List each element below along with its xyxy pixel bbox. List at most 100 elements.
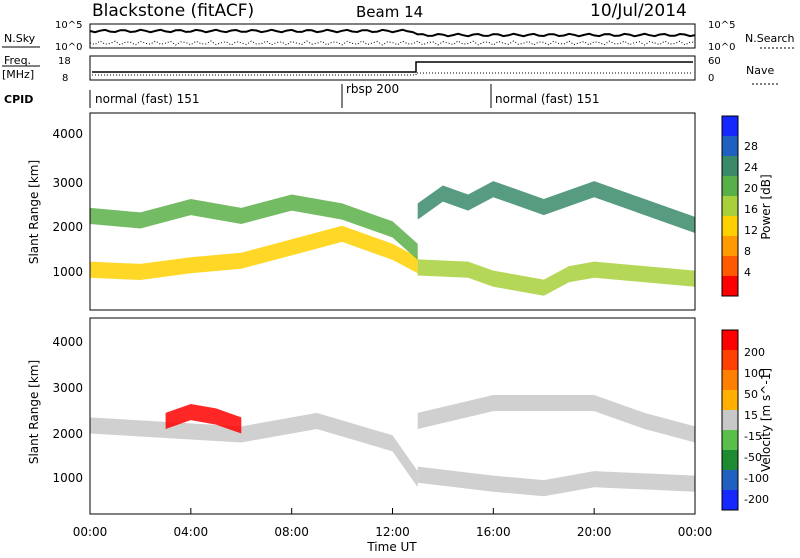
nave-tick-top: 60 [708,56,721,67]
power-colorbar: 28 24 20 16 12 8 4 Power [dB] [721,115,773,297]
velocity-cbar-tick-50: 50 [744,388,758,401]
power-colorbar-frame [721,115,739,297]
power-swatch-8 [722,276,738,297]
velocity-swatch-0 [722,330,738,351]
velocity-cbar-tick-15: 15 [744,409,758,422]
frequency-panel-frame [89,55,696,81]
beam-title: Beam 14 [356,3,423,21]
velocity-band-0 [90,412,418,488]
station-title: Blackstone (fitACF) [92,1,254,21]
power-ytick-2000: 2000 [52,220,83,234]
velocity-cbar-tick-neg100: -100 [744,472,769,485]
noise-sky-series [89,28,696,38]
frequency-tick-bottom: 8 [62,73,68,84]
velocity-cbar-tick-neg50: -50 [744,451,762,464]
velocity-swatch-1 [722,350,738,371]
velocity-cbar-tick-neg200: -200 [744,493,769,506]
xtick-label-5: 20:00 [577,525,612,539]
velocity-swatch-4 [722,410,738,431]
velocity-cbar-tick-100: 100 [744,367,765,380]
power-cbar-tick-16: 16 [744,203,758,216]
power-panel-frame [89,112,696,311]
velocity-colorbar: 200 100 50 15 -15 -50 -100 -200 Velocity… [721,329,773,511]
nave-label: Nave [746,64,774,77]
cpid-segment-2: normal (fast) 151 [495,92,599,106]
xtick-label-1: 04:00 [174,525,209,539]
velocity-swatch-3 [722,390,738,411]
velocity-colorbar-swatches [722,330,738,511]
power-y-axis-label: Slant Range [km] [27,160,41,264]
velocity-ytick-1000: 1000 [52,471,83,485]
power-cbar-tick-12: 12 [744,224,758,237]
xtick-label-6: 00:00 [678,525,713,539]
frequency-label-bottom: [MHz] [2,68,34,81]
velocity-swatch-6 [722,450,738,471]
power-swatch-4 [722,196,738,217]
frequency-label-top: Freq. [4,54,31,67]
cpid-segment-0: normal (fast) 151 [95,92,199,106]
power-colorbar-swatches [722,116,738,297]
power-swatch-5 [722,216,738,237]
frequency-panel: Freq. [MHz] 18 8 60 0 Nave [2,54,778,85]
power-cbar-tick-8: 8 [744,245,751,258]
nave-series [92,72,693,76]
power-cbar-tick-20: 20 [744,182,758,195]
xtick-label-3: 12:00 [375,525,410,539]
velocity-cbar-tick-neg15: -15 [744,430,762,443]
power-band-2 [417,259,695,296]
power-swatch-1 [722,136,738,157]
velocity-colorbar-label: Velocity [m s^-1] [759,368,773,472]
time-axis-label: Time UT [366,540,417,554]
velocity-swatch-7 [722,470,738,491]
xtick-label-4: 16:00 [476,525,511,539]
power-swatch-3 [722,176,738,197]
noise-search-series [89,40,696,46]
noise-right-tick-bottom: 10^0 [708,42,735,53]
date-title: 10/Jul/2014 [590,1,687,21]
power-swatch-7 [722,256,738,277]
power-band-1 [90,194,418,260]
velocity-swatch-8 [722,490,738,511]
nave-tick-bottom: 0 [708,73,714,84]
power-ytick-1000: 1000 [52,265,83,279]
xtick-label-0: 00:00 [73,525,108,539]
noise-search-label: N.Search [745,32,795,45]
velocity-data-layer [90,395,695,497]
power-ytick-4000: 4000 [52,127,83,141]
noise-right-tick-top: 10^5 [708,20,735,31]
velocity-swatch-5 [722,430,738,451]
velocity-swatch-2 [722,370,738,391]
power-cbar-tick-4: 4 [744,266,751,279]
velocity-band-2 [417,466,695,497]
velocity-y-axis-label: Slant Range [km] [27,360,41,464]
time-axis: 00:00 04:00 08:00 12:00 16:00 20:00 00:00 [73,508,713,539]
power-ytick-3000: 3000 [52,176,83,190]
power-swatch-6 [722,236,738,257]
noise-panel: N.Sky 10^5 10^0 10^5 10^0 N.Search [2,20,795,53]
velocity-band-1 [165,404,242,434]
frequency-series [92,61,693,73]
power-swatch-0 [722,116,738,137]
velocity-ytick-2000: 2000 [52,427,83,441]
velocity-ytick-4000: 4000 [52,335,83,349]
velocity-ytick-3000: 3000 [52,381,83,395]
noise-left-tick-bottom: 10^0 [55,42,82,53]
power-data-layer [90,181,695,296]
power-cbar-tick-24: 24 [744,161,758,174]
noise-sky-label: N.Sky [4,32,36,45]
cpid-label: CPID [4,93,33,106]
velocity-colorbar-frame [721,329,739,511]
noise-left-tick-top: 10^5 [55,20,82,31]
velocity-panel: Slant Range [km] 4000 3000 2000 1000 [27,317,696,515]
power-colorbar-label: Power [dB] [759,174,773,239]
power-band-3 [417,181,695,233]
xtick-label-2: 08:00 [274,525,309,539]
power-band-0 [90,225,418,280]
frequency-tick-top: 18 [58,56,71,67]
power-panel: Slant Range [km] 4000 3000 2000 1000 [27,112,696,311]
power-swatch-2 [722,156,738,177]
velocity-cbar-tick-200: 200 [744,346,765,359]
cpid-segment-1: rbsp 200 [346,82,399,96]
velocity-band-3 [417,395,695,443]
